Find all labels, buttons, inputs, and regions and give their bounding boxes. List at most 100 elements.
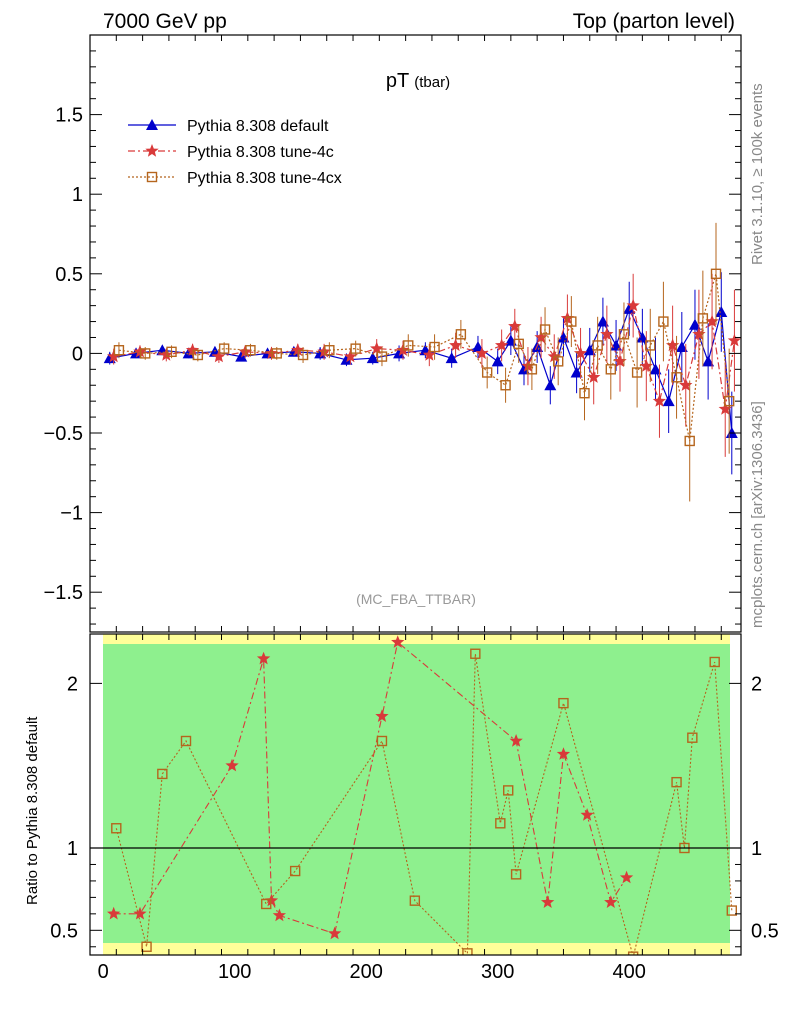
ratio-point	[289, 865, 301, 877]
data-point	[317, 344, 331, 358]
data-point	[449, 338, 463, 352]
data-point	[340, 353, 353, 365]
data-point	[495, 338, 509, 352]
ratio-panel: 0 100 200 300 400 0.5 0.5 1 1 2 2	[50, 633, 779, 983]
ratio-point	[409, 895, 421, 906]
data-point	[491, 355, 504, 367]
data-point	[291, 343, 305, 356]
data-point	[547, 349, 561, 363]
data-point	[130, 347, 143, 359]
data-point	[727, 333, 742, 347]
main-frame	[89, 34, 742, 633]
ratio-point	[604, 895, 618, 908]
main-title-sub: (tbar)	[414, 74, 450, 91]
legend-item: Pythia 8.308 default	[128, 118, 329, 135]
y-tick-label: −1.5	[44, 582, 83, 604]
data-point	[324, 345, 335, 356]
rivet-version-label: Rivet 3.1.10, ≥ 100k events	[749, 83, 766, 265]
ratio-y-tick-label-right: 1	[751, 838, 762, 860]
data-point	[705, 314, 719, 328]
data-point	[600, 327, 614, 340]
header-right: Top (parton level)	[573, 10, 735, 33]
data-point	[271, 348, 282, 359]
ratio-point	[709, 656, 720, 668]
ratio-point	[256, 651, 271, 665]
ratio-series-1	[107, 635, 634, 940]
legend-item: Pythia 8.308 tune-4cx	[128, 170, 342, 187]
data-point	[133, 344, 147, 358]
data-point	[103, 352, 116, 364]
data-point	[245, 345, 256, 356]
ratio-point	[510, 869, 522, 880]
y-tick-label: 1.5	[55, 105, 83, 127]
uncertainty-bands	[103, 634, 730, 955]
data-point	[626, 298, 640, 312]
data-point	[500, 380, 511, 391]
x-tick-label: 100	[218, 961, 251, 983]
data-point	[192, 349, 204, 361]
inner-uncertainty-band	[103, 644, 730, 943]
data-point	[639, 359, 653, 372]
y-tick-label: 1	[72, 184, 83, 206]
data-point	[688, 318, 701, 330]
data-point	[587, 370, 601, 383]
ratio-point	[391, 635, 405, 648]
data-point	[513, 338, 524, 350]
ratio-point	[619, 870, 634, 884]
ratio-point	[687, 732, 698, 743]
ratio-point	[272, 908, 286, 922]
legend-item: Pythia 8.308 tune-4c	[128, 144, 334, 161]
data-point	[570, 366, 583, 378]
data-point	[140, 348, 151, 359]
series-line	[118, 273, 730, 442]
data-point	[566, 316, 577, 327]
data-point	[393, 347, 406, 359]
data-point	[508, 319, 522, 332]
data-point	[159, 348, 173, 361]
data-point	[579, 388, 590, 399]
data-point	[526, 364, 538, 375]
data-point	[314, 347, 327, 359]
y-tick-label: −0.5	[44, 423, 83, 445]
main-title: pT (tbar)	[386, 70, 450, 92]
ratio-series-line	[115, 653, 733, 955]
data-point	[645, 340, 656, 351]
ratio-point	[107, 906, 121, 920]
data-point	[185, 343, 200, 356]
legend-marker	[145, 144, 159, 157]
data-point	[671, 372, 682, 383]
ratio-point	[580, 808, 594, 821]
ratio-point	[157, 768, 168, 780]
data-point	[718, 402, 732, 415]
data-point	[212, 349, 226, 363]
ratio-y-tick-label: 2	[67, 673, 78, 695]
ratio-point	[180, 735, 192, 747]
ratio-point	[376, 735, 388, 747]
ratio-frame	[89, 633, 742, 956]
data-point	[573, 346, 588, 360]
data-point	[710, 268, 722, 279]
data-point	[702, 355, 715, 367]
data-point	[539, 324, 551, 335]
data-point	[692, 327, 706, 340]
data-point	[649, 363, 662, 375]
ratio-point	[133, 906, 147, 920]
main-series-3	[113, 222, 735, 502]
series-line	[113, 305, 735, 410]
y-tick-label: −1	[60, 503, 83, 525]
ratio-point	[671, 776, 682, 788]
data-point	[666, 338, 680, 352]
ratio-point	[261, 898, 272, 910]
data-point	[583, 344, 596, 356]
x-tick-label: 300	[481, 961, 514, 983]
ratio-point	[225, 758, 239, 772]
data-point	[429, 341, 440, 353]
ratio-point	[627, 951, 639, 955]
data-point	[376, 351, 388, 362]
ratio-y-axis-label: Ratio to Pythia 8.308 default	[24, 716, 41, 905]
ratio-series-2	[111, 648, 737, 955]
ratio-point	[558, 697, 569, 709]
x-tick-label: 400	[613, 961, 646, 983]
data-point	[403, 340, 414, 351]
